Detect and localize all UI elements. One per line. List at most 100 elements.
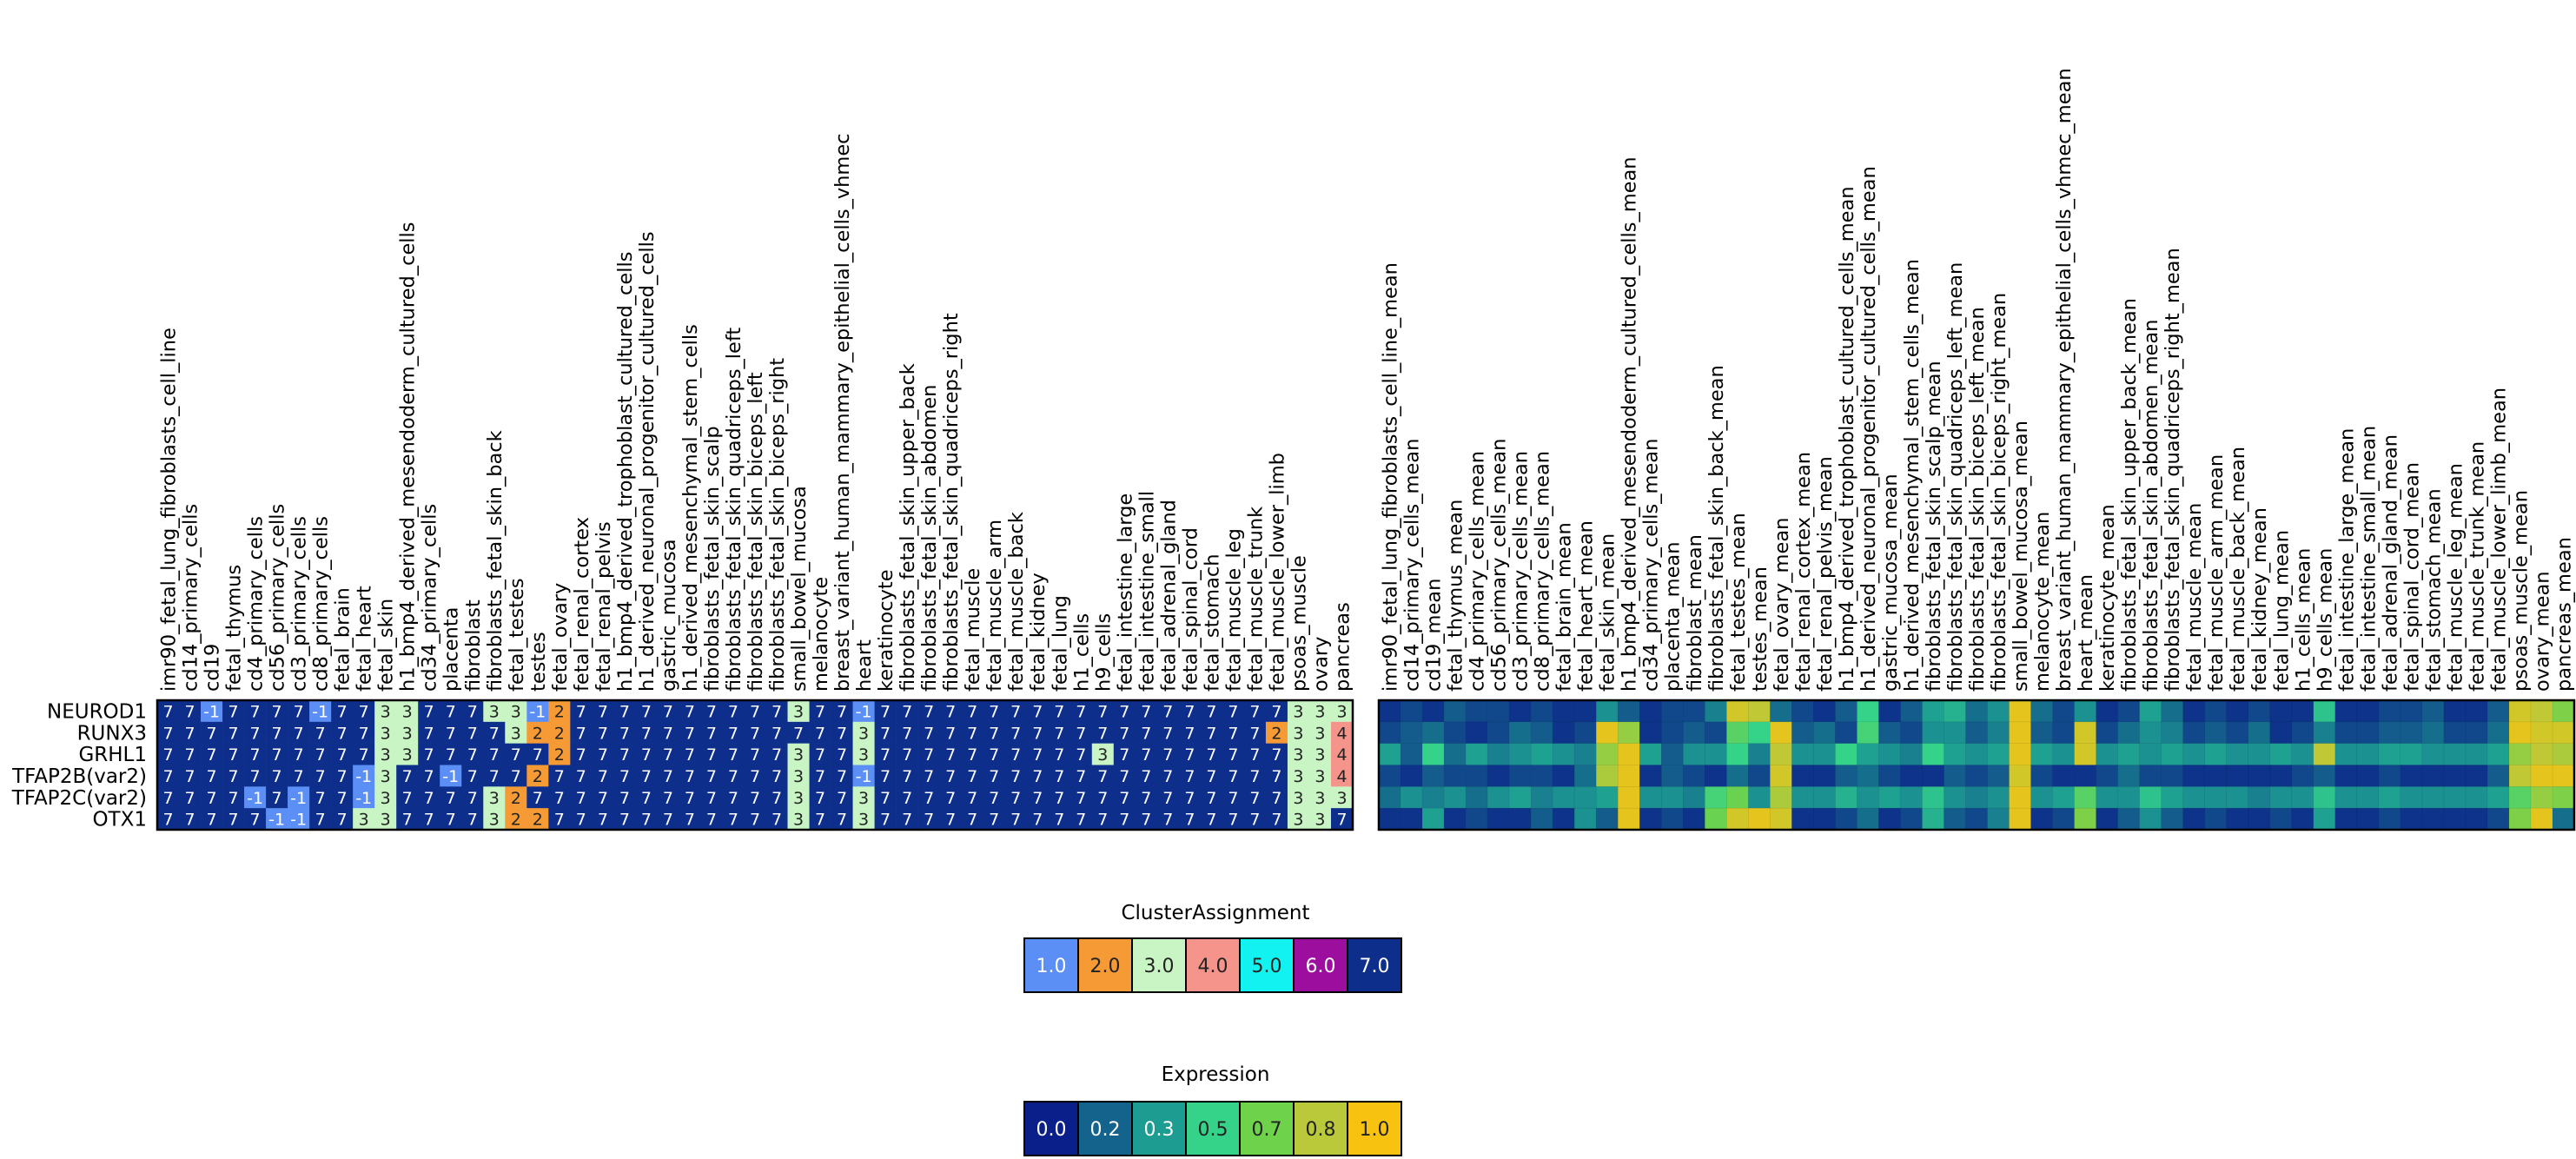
cluster-cell-label: 7 — [1054, 745, 1064, 765]
expression-cell — [1682, 807, 1705, 831]
expression-cell — [1530, 765, 1553, 787]
cluster-cell — [592, 808, 614, 831]
expression-column-label: testes_mean — [1749, 566, 1771, 692]
expression-cell — [2139, 699, 2162, 723]
expression-column-label: psoas_muscle_mean — [2509, 490, 2532, 692]
cluster-cell — [852, 743, 875, 765]
cluster-cell-label: 3 — [381, 702, 391, 721]
cluster-column-label: h1_derived_neuronal_progenitor_cultured_… — [636, 231, 659, 692]
cluster-cell — [526, 743, 549, 765]
cluster-cell — [526, 808, 549, 831]
expression-cell — [1725, 786, 1749, 809]
cluster-cell — [548, 765, 571, 787]
cluster-cell — [1048, 721, 1071, 744]
cluster-cell — [353, 743, 375, 765]
cluster-cell — [505, 721, 527, 744]
cluster-cell-label: 7 — [706, 789, 717, 808]
expression-cell — [2356, 786, 2380, 809]
expression-cell — [2421, 699, 2445, 723]
expression-cell — [1965, 786, 1989, 809]
cluster-cell-label: 7 — [1249, 789, 1260, 808]
expression-cell — [2291, 699, 2314, 723]
expression-cell — [1878, 699, 1902, 723]
cluster-cell — [1026, 808, 1050, 831]
cluster-cell-label: 7 — [1119, 702, 1129, 721]
cluster-cell — [179, 743, 202, 765]
expression-cell — [1487, 743, 1510, 766]
expression-cell — [2400, 699, 2423, 723]
expression-column-label: imr90_fetal_lung_fibroblasts_cell_line_m… — [1380, 262, 1402, 692]
cluster-cell-label: 3 — [793, 767, 804, 786]
cluster-cell-label: 7 — [945, 745, 956, 765]
expression-cell — [1748, 699, 1771, 723]
expression-column-label: fetal_intestine_large_mean — [2335, 428, 2358, 692]
expression-column-label: pancreas_mean — [2553, 537, 2575, 692]
cluster-cell-label: 7 — [1271, 811, 1281, 830]
cluster-cell — [1222, 765, 1245, 787]
cluster-cell-label: 7 — [250, 702, 261, 721]
cluster-column-label: fetal_renal_pelvis — [593, 521, 615, 692]
expression-cell — [1857, 765, 1880, 787]
cluster-cell-label: 7 — [576, 811, 586, 830]
cluster-cell — [983, 786, 1006, 809]
cluster-cell-label: 7 — [337, 811, 348, 830]
cluster-cell-label: 7 — [663, 789, 673, 808]
cluster-legend-label: 1.0 — [1036, 956, 1067, 977]
expression-cell — [2052, 807, 2076, 831]
cluster-cell-label: 7 — [641, 789, 652, 808]
expression-legend-swatch — [1239, 1101, 1295, 1156]
expression-column-label: fetal_skin_mean — [1597, 533, 1619, 692]
expression-column-label: fetal_renal_pelvis_mean — [1814, 456, 1837, 692]
expression-cell — [2117, 786, 2141, 809]
cluster-cell-label: 7 — [880, 789, 891, 808]
expression-cell — [2421, 721, 2445, 745]
expression-cell — [2074, 743, 2097, 766]
cluster-cell-label: 7 — [989, 811, 999, 830]
expression-frame — [1377, 699, 2576, 831]
cluster-cell-label: 2 — [1271, 724, 1281, 743]
cluster-cell — [1287, 700, 1310, 723]
expression-column-label: fetal_stomach_mean — [2422, 488, 2445, 692]
cluster-cell — [787, 786, 810, 809]
cluster-cell — [461, 721, 484, 744]
cluster-cell-label: 7 — [1076, 789, 1086, 808]
expression-cell — [1443, 765, 1467, 787]
expression-cell — [1922, 786, 1945, 809]
expression-column-label: melanocyte_mean — [2031, 512, 2054, 692]
expression-cell — [2096, 721, 2119, 745]
cluster-cell-label: 7 — [250, 724, 261, 743]
expression-cell — [1770, 721, 1792, 745]
cluster-cell-label: 7 — [1097, 767, 1108, 786]
cluster-cell-label: 7 — [1228, 789, 1238, 808]
cluster-cell — [201, 700, 223, 723]
expression-cell — [1573, 786, 1597, 809]
row-label: NEUROD1 — [47, 700, 147, 723]
expression-cell — [2487, 721, 2510, 745]
cluster-cell-label: 7 — [619, 702, 630, 721]
cluster-cell — [787, 721, 810, 744]
cluster-cell — [1330, 721, 1354, 744]
expression-cell — [1487, 721, 1510, 745]
expression-cell — [1682, 699, 1705, 723]
cluster-cell-label: 3 — [489, 811, 500, 830]
cluster-cell-label: 7 — [619, 767, 630, 786]
expression-legend-label: 0.3 — [1144, 1119, 1175, 1141]
cluster-cell — [635, 786, 658, 809]
expression-cell — [2356, 743, 2380, 766]
cluster-cell — [396, 721, 419, 744]
expression-cell — [2009, 743, 2032, 766]
cluster-cell — [1222, 700, 1245, 723]
cluster-cell-label: 3 — [1097, 745, 1108, 765]
cluster-cell-label: 2 — [533, 724, 543, 743]
expression-cell — [1900, 699, 1924, 723]
cluster-cell-label: 7 — [1054, 789, 1064, 808]
cluster-cell — [331, 700, 354, 723]
expression-cell — [2204, 743, 2228, 766]
cluster-cell-label: 7 — [162, 789, 173, 808]
cluster-cell — [874, 786, 897, 809]
cluster-cell-label: 7 — [576, 702, 586, 721]
cluster-cell-label: 7 — [1162, 724, 1173, 743]
cluster-cell-label: 7 — [294, 745, 304, 765]
cluster-cell-label: 7 — [815, 789, 825, 808]
cluster-cell — [1091, 721, 1115, 744]
